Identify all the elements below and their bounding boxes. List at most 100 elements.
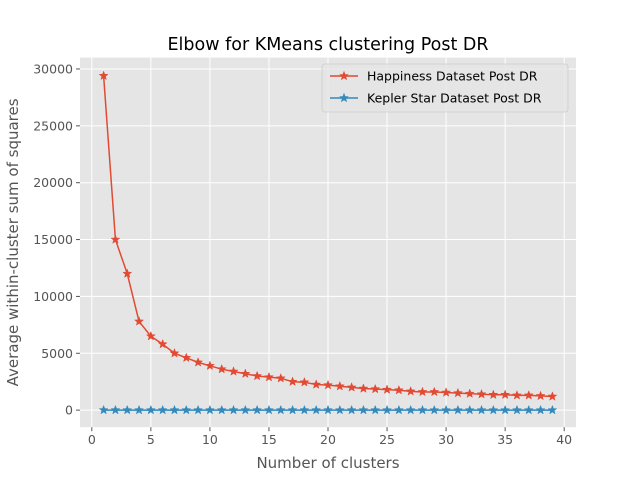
y-tick-label: 0 [65,403,73,418]
data-point [110,404,121,415]
x-tick-label: 0 [88,432,96,447]
data-point [417,404,428,415]
data-point [500,404,511,415]
x-tick-label: 5 [147,432,155,447]
data-point [476,404,487,415]
data-point [464,388,475,398]
data-point [240,404,251,415]
data-point [488,389,499,400]
data-point [322,379,334,390]
data-point [476,388,487,399]
data-point [452,404,463,415]
data-point [252,370,263,381]
x-tick-label: 30 [438,432,454,447]
data-point [204,360,215,371]
legend-box [321,63,569,113]
axis-ticks: 0 5 10 15 20 25 30 35 40 0 5000 10000 15000 20000 2500… [33,61,572,447]
x-tick-label: 35 [497,432,513,447]
data-point [429,386,440,397]
data-point [275,372,286,383]
data-point [381,384,393,394]
data-point [252,404,263,415]
series-kepler-star-dataset-post-dr [98,404,558,415]
y-axis-label: Average within-cluster sum of squares [4,98,22,386]
data-point [181,352,192,363]
data-point [464,404,475,415]
x-axis-label: Number of clusters [256,454,399,472]
data-point [334,404,345,415]
data-point [500,389,511,400]
data-point [346,404,357,415]
data-point [547,404,558,415]
data-point [169,404,180,415]
data-point [381,404,393,415]
data-point [122,404,133,415]
data-point [287,404,298,415]
x-tick-label: 40 [556,432,572,447]
data-point [535,404,546,415]
data-point [393,404,404,415]
data-point [193,357,204,367]
data-point [393,384,404,395]
data-point [547,391,558,401]
data-point [441,404,452,415]
data-point [370,383,381,394]
y-tick-label: 5000 [41,346,73,361]
data-point [240,368,251,379]
data-point [299,376,310,387]
y-tick-label: 20000 [33,175,73,190]
x-tick-label: 20 [320,432,336,447]
data-point [488,404,499,415]
data-point [358,404,369,415]
data-point [405,404,416,415]
y-tick-label: 10000 [33,289,73,304]
data-point [169,347,180,358]
data-point [523,390,534,400]
data-point [133,316,145,326]
series-happiness-dataset-post-dr [98,70,558,401]
data-point [346,382,357,392]
x-tick-label: 25 [379,432,395,447]
data-point [441,387,452,397]
x-tick-label: 10 [202,432,218,447]
data-point [417,386,428,397]
data-point [405,386,416,396]
data-point [287,376,298,387]
data-point [193,404,204,415]
data-point [263,404,275,415]
legend-label-happiness: Happiness Dataset Post DR [367,69,538,84]
y-tick-label: 25000 [33,118,73,133]
legend: Happiness Dataset Post DR Kepler Star Da… [321,63,569,113]
data-point [370,404,381,415]
y-tick-label: 15000 [33,232,73,247]
data-point [98,70,109,81]
data-point [275,404,286,415]
data-point [228,366,239,376]
legend-marker-happiness [338,70,350,81]
data-point [334,380,345,391]
data-point [145,330,156,341]
data-point [523,404,534,415]
data-point [157,404,168,415]
data-point [452,387,463,398]
data-point [322,404,334,415]
data-point [133,404,145,415]
data-point [216,404,227,415]
data-point [358,383,369,393]
legend-label-kepler: Kepler Star Dataset Post DR [367,91,542,106]
data-point [145,404,156,415]
x-tick-label: 15 [261,432,277,447]
data-point [181,404,192,415]
data-point [157,338,168,349]
data-point [311,404,322,415]
data-point [98,404,109,415]
data-point [511,404,523,415]
data-point [299,404,310,415]
series-layer [98,70,558,415]
data-point [122,268,133,278]
y-tick-label: 30000 [33,61,73,76]
data-point [110,234,121,244]
chart-title: Elbow for KMeans clustering Post DR [167,35,488,55]
data-point [204,404,215,415]
